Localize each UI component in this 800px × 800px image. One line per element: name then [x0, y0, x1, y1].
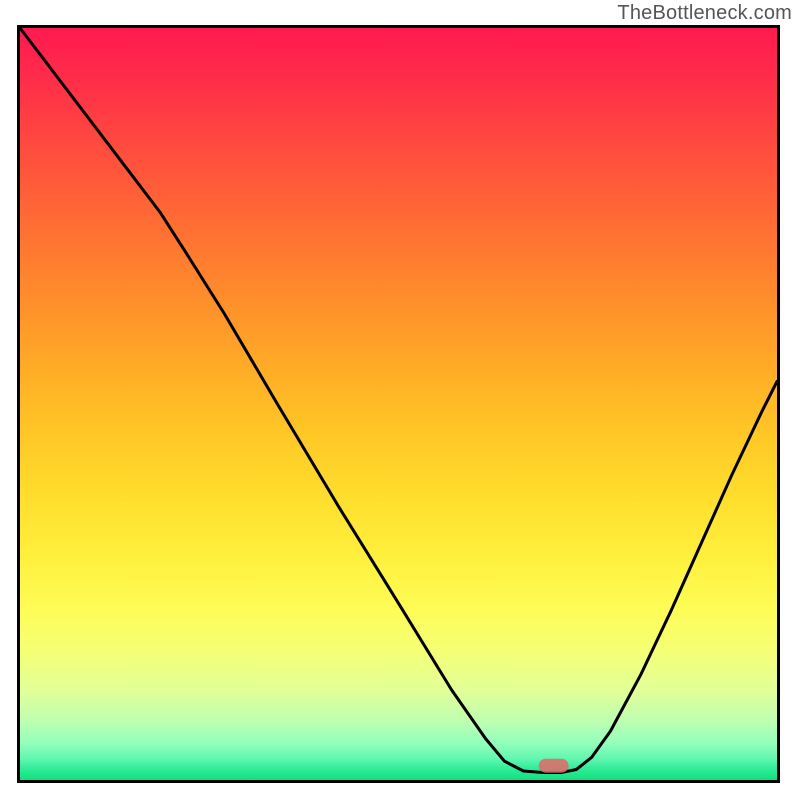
optimal-marker [539, 759, 569, 773]
attribution-text: TheBottleneck.com [617, 2, 792, 25]
chart-svg [17, 25, 780, 783]
bottleneck-chart [17, 25, 780, 783]
gradient-background [20, 28, 777, 780]
